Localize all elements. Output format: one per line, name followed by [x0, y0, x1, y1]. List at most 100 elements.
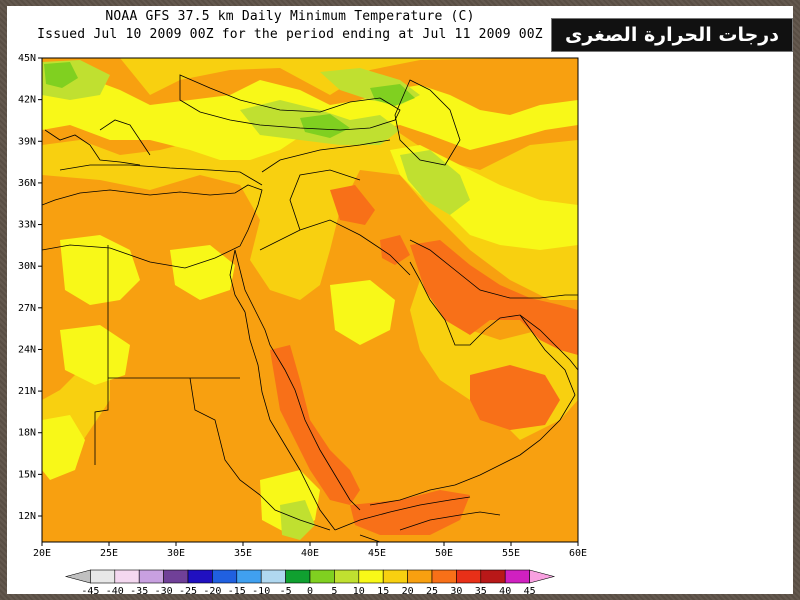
lat-label: 18N: [18, 428, 36, 439]
lon-label: 25E: [100, 548, 118, 559]
temp-35-40-region: [410, 240, 578, 355]
temp-20-25-region: [170, 245, 235, 300]
temp-10-15-region: [370, 84, 415, 106]
colorbar-label: 30: [450, 586, 462, 597]
lat-label: 21N: [18, 386, 36, 397]
colorbar-swatch: [138, 569, 164, 584]
colorbar-swatch: [456, 569, 482, 584]
lat-label: 39N: [18, 136, 36, 147]
colorbar-swatch: [163, 569, 189, 584]
temp-20-25-region: [330, 280, 395, 345]
colorbar-label: -20: [203, 586, 221, 597]
colorbar-swatch: [309, 569, 335, 584]
somalia-coast: [359, 511, 501, 542]
colorbar-label: 40: [499, 586, 511, 597]
temp-15-20-region: [400, 150, 470, 215]
lon-label: 30E: [167, 548, 185, 559]
temp-20-25-region: [42, 415, 85, 480]
sinai-redsea-coast: [234, 249, 361, 511]
colorbar-label: 25: [426, 586, 438, 597]
colorbar-swatch: [382, 569, 408, 584]
iran-coast: [409, 239, 578, 299]
colorbar-swatch: [260, 569, 286, 584]
colorbar-label: -5: [280, 586, 292, 597]
temp-20-25-region: [60, 235, 140, 305]
lon-label: 40E: [301, 548, 319, 559]
colorbar-label: -45: [81, 586, 99, 597]
colorbar-swatch: [334, 569, 360, 584]
arabic-title-badge: درجات الحرارة الصغرى: [551, 18, 793, 52]
lon-label: 60E: [569, 548, 587, 559]
caspian-coast: [394, 79, 461, 166]
colorbar-label: -30: [155, 586, 173, 597]
temp-35-40-region: [470, 365, 560, 430]
temp-20-25-region: [60, 325, 130, 385]
colorbar-swatch: [504, 569, 530, 584]
colorbar-high-triangle: [529, 569, 556, 584]
colorbar-swatch: [236, 569, 262, 584]
colorbar-low-triangle: [64, 569, 91, 584]
longitude-axis: 20E 25E 30E 35E 40E 45E 50E 55E 60E: [33, 542, 587, 559]
lon-label: 45E: [368, 548, 386, 559]
lat-label: 12N: [18, 511, 36, 522]
chart-title: NOAA GFS 37.5 km Daily Minimum Temperatu…: [105, 9, 475, 24]
lon-label: 20E: [33, 548, 51, 559]
ethiopia-border: [259, 494, 331, 531]
colorbar-swatch: [358, 569, 384, 584]
latitude-axis: 45N 42N 39N 36N 33N 30N 27N 24N 21N 18N 15N 12N: [18, 53, 42, 522]
oman-coast: [369, 314, 576, 506]
country-borders: [42, 74, 578, 542]
lat-label: 30N: [18, 261, 36, 272]
lon-label: 35E: [234, 548, 252, 559]
lat-label: 15N: [18, 469, 36, 480]
lat-label: 24N: [18, 344, 36, 355]
chart-subtitle: Issued Jul 10 2009 00Z for the period en…: [37, 27, 543, 42]
colorbar-label: 45: [524, 586, 536, 597]
temperature-colorbar: -45 -40 -35 -30 -25 -20 -15 -10 -5 0 5 10 15 20 25 30 35…: [64, 569, 556, 597]
mediterranean-coast: [42, 184, 263, 269]
sudan-border: [189, 377, 261, 496]
lat-label: 36N: [18, 178, 36, 189]
colorbar-label: -25: [179, 586, 197, 597]
temp-10-15-region: [300, 114, 350, 138]
colorbar-swatch: [212, 569, 238, 584]
temp-10-15-region: [44, 62, 78, 88]
temp-35-40-region: [380, 235, 410, 265]
colorbar-label: 35: [475, 586, 487, 597]
colorbar-swatch: [187, 569, 213, 584]
yemen-coast: [334, 496, 471, 531]
colorbar-label: -40: [106, 586, 124, 597]
colorbar-label: -35: [130, 586, 148, 597]
colorbar-label: -15: [228, 586, 246, 597]
colorbar-label: 20: [402, 586, 414, 597]
temp-35-40-region: [330, 185, 375, 225]
lon-label: 55E: [502, 548, 520, 559]
egypt-borders: [94, 245, 240, 465]
temp-30-35-region: [160, 385, 260, 460]
colorbar-swatch: [407, 569, 433, 584]
temp-30-35-region: [110, 480, 250, 542]
temp-15-20-region: [280, 500, 315, 540]
african-redsea-coast: [244, 311, 336, 531]
colorbar-label: 5: [331, 586, 337, 597]
colorbar-label: 15: [377, 586, 389, 597]
colorbar-label: -10: [252, 586, 270, 597]
lon-label: 50E: [435, 548, 453, 559]
colorbar-label: 0: [307, 586, 313, 597]
colorbar-swatch: [431, 569, 457, 584]
colorbar-swatch: [285, 569, 311, 584]
persian-gulf-coast: [409, 261, 578, 371]
lat-label: 33N: [18, 220, 36, 231]
arabia-borders: [259, 169, 411, 276]
temperature-field: [42, 58, 578, 542]
temp-35-40-region: [350, 490, 470, 535]
lat-label: 27N: [18, 303, 36, 314]
greece-coast: [44, 119, 151, 166]
colorbar-swatch: [114, 569, 140, 584]
colorbar-label: 10: [353, 586, 365, 597]
colorbar-swatch: [480, 569, 506, 584]
turkey-coast: [59, 139, 391, 186]
lat-label: 45N: [18, 53, 36, 64]
lat-label: 42N: [18, 95, 36, 106]
